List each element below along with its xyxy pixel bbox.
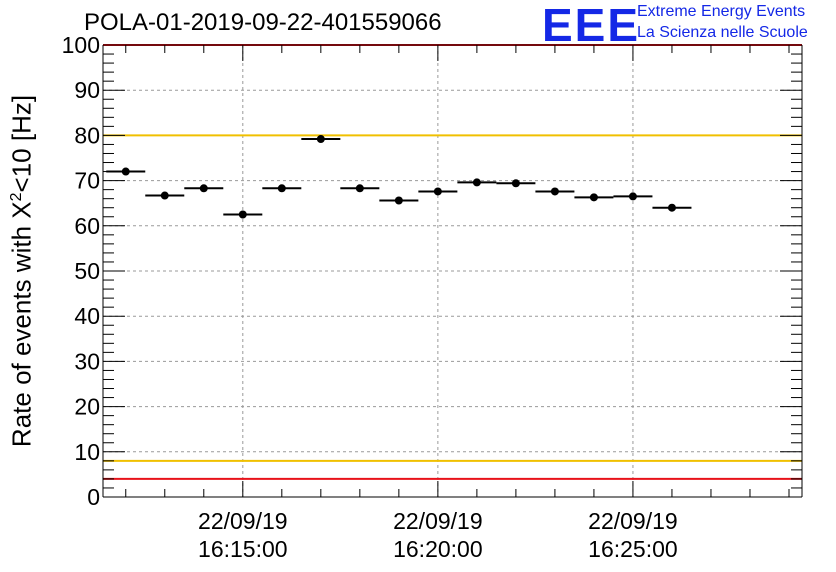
logo-line-2: La Scienza nelle Scuole: [637, 24, 808, 41]
y-axis-label-prefix: Rate of events with X: [6, 201, 37, 448]
chart-title: POLA-01-2019-09-22-401559066: [84, 9, 442, 36]
y-tick-label: 50: [74, 258, 100, 284]
y-tick-label: 30: [74, 348, 100, 374]
data-point: [160, 191, 169, 200]
data-point: [667, 203, 676, 212]
data-point: [472, 178, 481, 187]
data-point: [628, 192, 637, 201]
x-tick-label-time: 16:20:00: [393, 536, 483, 562]
x-tick-label-date: 22/09/19: [198, 508, 288, 534]
x-tick-label-date: 22/09/19: [588, 508, 678, 534]
x-tick-label-time: 16:25:00: [588, 536, 678, 562]
data-point: [121, 167, 130, 176]
data-point: [550, 187, 559, 196]
y-tick-label: 60: [74, 213, 100, 239]
data-point: [199, 184, 208, 193]
data-point: [589, 193, 598, 202]
y-tick-label: 20: [74, 394, 100, 420]
y-tick-label: 40: [74, 303, 100, 329]
data-point: [277, 184, 286, 193]
y-tick-label: 100: [62, 32, 100, 58]
x-tick-label-date: 22/09/19: [393, 508, 483, 534]
y-axis-label-suffix: <10 [Hz]: [6, 94, 37, 193]
y-tick-label: 80: [74, 122, 100, 148]
eee-logo: EEE: [542, 0, 641, 51]
y-tick-label: 70: [74, 168, 100, 194]
logo-line-1: Extreme Energy Events: [637, 3, 806, 20]
data-point: [355, 184, 364, 193]
data-point: [511, 179, 520, 188]
y-tick-label: 90: [74, 77, 100, 103]
y-tick-label: 10: [74, 439, 100, 465]
data-point: [394, 196, 403, 205]
data-point: [316, 135, 325, 144]
y-tick-label: 0: [87, 484, 100, 510]
data-point: [433, 187, 442, 196]
y-axis-label-sup: 2: [7, 192, 25, 202]
y-axis-label: Rate of events with X2<10 [Hz]: [7, 95, 38, 447]
data-point: [238, 210, 247, 219]
x-tick-label-time: 16:15:00: [198, 536, 288, 562]
